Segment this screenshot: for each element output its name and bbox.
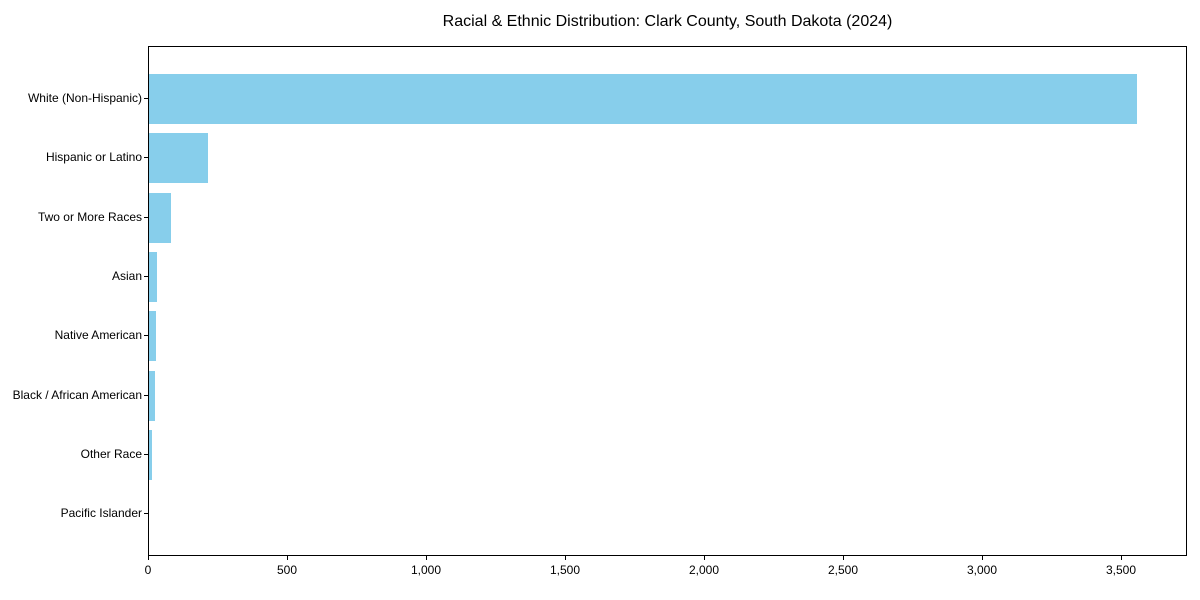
x-tick-label-3000: 3,000 (966, 563, 998, 577)
y-axis-label-native-american: Native American (54, 328, 142, 343)
x-tick-label-1500: 1,500 (549, 563, 581, 577)
x-tick-mark (1121, 556, 1122, 560)
y-axis-label-asian: Asian (111, 268, 142, 283)
x-tick-label-2500: 2,500 (827, 563, 859, 577)
bar-two-or-more-races (149, 192, 171, 243)
bar-white-non-hispanic (149, 74, 1137, 124)
bar-native-american (149, 311, 156, 362)
x-tick-label-0: 0 (144, 563, 152, 577)
y-tick-mark (144, 453, 148, 455)
y-axis-label-hispanic-or-latino: Hispanic or Latino (45, 150, 142, 165)
x-tick-mark (843, 556, 844, 560)
x-tick-mark (982, 556, 983, 560)
bar-asian (149, 251, 157, 302)
x-tick-label-3500: 3,500 (1105, 563, 1137, 577)
y-axis-label-black-african-american: Black / African American (12, 387, 142, 402)
chart-title: Racial & Ethnic Distribution: Clark Coun… (442, 13, 893, 30)
y-tick-mark (144, 216, 148, 218)
x-tick-mark (565, 556, 566, 560)
bar-other-race (149, 429, 152, 480)
x-tick-mark (426, 556, 427, 560)
x-tick-label-500: 500 (276, 563, 298, 577)
y-axis-label-white-non-hispanic: White (Non-Hispanic) (27, 91, 142, 105)
y-tick-mark (144, 157, 148, 159)
x-tick-label-2000: 2,000 (688, 563, 720, 577)
bar-black-african-american (149, 370, 155, 421)
y-axis-label-two-or-more-races: Two or More Races (37, 209, 142, 224)
y-axis-label-pacific-islander: Pacific Islander (60, 506, 142, 521)
y-tick-mark (144, 513, 148, 515)
x-tick-mark (704, 556, 705, 560)
y-tick-mark (144, 275, 148, 277)
x-tick-label-1000: 1,000 (410, 563, 442, 577)
plot-area (148, 46, 1187, 556)
bar-hispanic-or-latino (149, 133, 208, 184)
y-tick-mark (144, 98, 148, 99)
y-tick-mark (144, 335, 148, 337)
y-axis-label-other-race: Other Race (80, 446, 142, 461)
x-tick-mark (287, 556, 288, 560)
y-tick-mark (144, 394, 148, 396)
x-tick-mark (148, 556, 149, 560)
